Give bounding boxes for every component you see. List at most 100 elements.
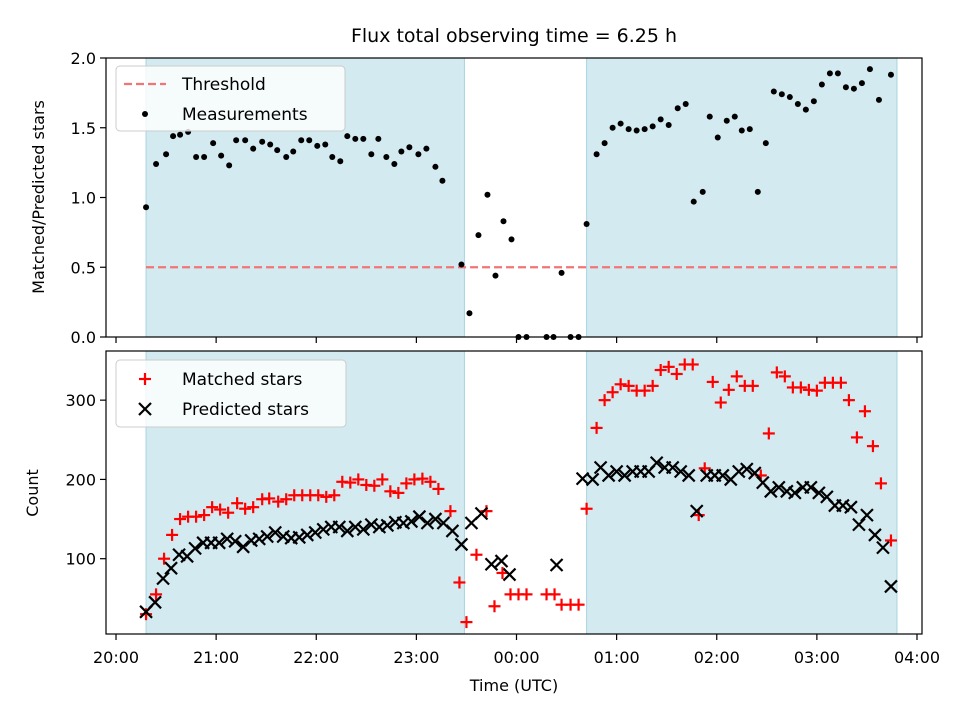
measurements-series xyxy=(143,66,894,340)
matched-star-point xyxy=(392,486,405,499)
measurement-point xyxy=(625,126,632,133)
matched-star-point xyxy=(614,378,627,391)
measurement-point xyxy=(633,127,640,134)
ratio-x-ticks xyxy=(115,337,918,343)
measurement-point xyxy=(375,135,382,142)
matched-star-point xyxy=(662,360,675,373)
measurement-point xyxy=(834,70,841,77)
matched-star-point xyxy=(834,376,847,389)
measurement-point xyxy=(153,161,160,168)
matched-star-point xyxy=(376,473,389,486)
matched-star-point xyxy=(606,386,619,399)
predicted-star-point xyxy=(740,462,754,476)
measurement-point xyxy=(458,261,465,268)
predicted-star-point xyxy=(396,516,411,530)
measurement-point xyxy=(609,124,616,131)
predicted-star-point xyxy=(340,524,355,538)
y-tick-label: 1.0 xyxy=(71,189,96,208)
measurement-point xyxy=(475,232,482,239)
legend-measurements-label: Measurements xyxy=(182,105,308,125)
matched-star-point xyxy=(320,490,333,503)
matched-star-point xyxy=(384,485,397,498)
predicted-star-point xyxy=(316,522,331,537)
measurement-point xyxy=(143,204,150,211)
predicted-star-point xyxy=(268,525,282,540)
predicted-star-point xyxy=(244,533,258,548)
x-tick-label: 00:00 xyxy=(493,648,539,667)
predicted-star-point xyxy=(292,530,307,545)
predicted-star-point xyxy=(412,509,427,524)
count-y-axis-label: Count xyxy=(23,469,42,517)
matched-star-point xyxy=(706,375,719,388)
predicted-star-point xyxy=(236,540,250,554)
predicted-star-point xyxy=(502,567,517,582)
measurement-point xyxy=(738,127,745,134)
measurement-point xyxy=(233,137,240,144)
measurement-point xyxy=(415,151,422,158)
matched-star-point xyxy=(778,370,791,383)
measurement-point xyxy=(818,81,825,88)
legend-predicted-label: Predicted stars xyxy=(182,400,309,420)
measurement-point xyxy=(617,120,624,127)
matched-star-point xyxy=(548,588,561,601)
matched-star-point xyxy=(520,588,533,601)
matched-star-point xyxy=(646,379,659,392)
x-tick-label: 23:00 xyxy=(393,648,439,667)
matched-star-point xyxy=(198,509,211,522)
count-legend: Matched stars Predicted stars xyxy=(115,359,347,428)
predicted-star-point xyxy=(380,518,395,533)
matched-star-point xyxy=(810,384,823,397)
predicted-star-point xyxy=(428,512,443,526)
measurement-point xyxy=(593,151,600,158)
x-tick-label: 22:00 xyxy=(293,648,339,667)
measurement-point xyxy=(383,154,390,161)
measurement-point xyxy=(210,140,217,147)
predicted-star-point xyxy=(788,486,802,500)
measurement-point xyxy=(500,218,507,225)
matched-star-point xyxy=(598,394,611,407)
predicted-star-point xyxy=(172,547,186,562)
matched-star-point xyxy=(762,427,775,440)
measurement-point xyxy=(177,131,184,138)
predicted-star-point xyxy=(780,484,794,499)
measurement-point xyxy=(706,113,713,120)
matched-star-point xyxy=(312,489,325,502)
predicted-star-point xyxy=(332,520,347,534)
y-tick-label: 200 xyxy=(65,470,96,489)
matched-star-point xyxy=(488,600,501,613)
predicted-star-point xyxy=(681,468,696,483)
matched-star-point xyxy=(654,364,667,377)
measurement-point xyxy=(466,310,473,317)
predicted-star-point xyxy=(764,484,778,499)
matched-star-point xyxy=(247,501,260,514)
matched-star-point xyxy=(158,552,171,565)
matched-star-point xyxy=(866,440,879,453)
measurement-point xyxy=(770,88,777,95)
predicted-star-point xyxy=(445,524,460,538)
measurement-point xyxy=(714,134,721,141)
predicted-star-point xyxy=(188,541,202,556)
measurement-point xyxy=(201,154,208,161)
predicted-star-point xyxy=(228,534,242,549)
measurement-point xyxy=(391,161,398,168)
matched-star-point xyxy=(344,476,357,489)
measurement-point xyxy=(558,269,565,276)
matched-star-point xyxy=(432,482,445,495)
measurement-point xyxy=(858,80,865,87)
predicted-star-point xyxy=(585,472,600,487)
matched-star-point xyxy=(858,405,871,418)
measurement-point xyxy=(423,145,430,152)
measurement-point xyxy=(352,135,359,142)
measurement-point xyxy=(298,137,305,144)
predicted-star-point xyxy=(617,468,632,483)
predicted-star-point xyxy=(474,506,489,521)
matched-star-point xyxy=(140,608,153,621)
matched-star-point xyxy=(166,528,179,541)
predicted-star-point xyxy=(220,532,234,546)
measurement-point xyxy=(682,101,689,108)
predicted-star-point xyxy=(876,540,890,555)
measurement-point xyxy=(731,113,738,120)
predicted-star-point xyxy=(420,516,435,530)
measurement-point xyxy=(329,154,336,161)
